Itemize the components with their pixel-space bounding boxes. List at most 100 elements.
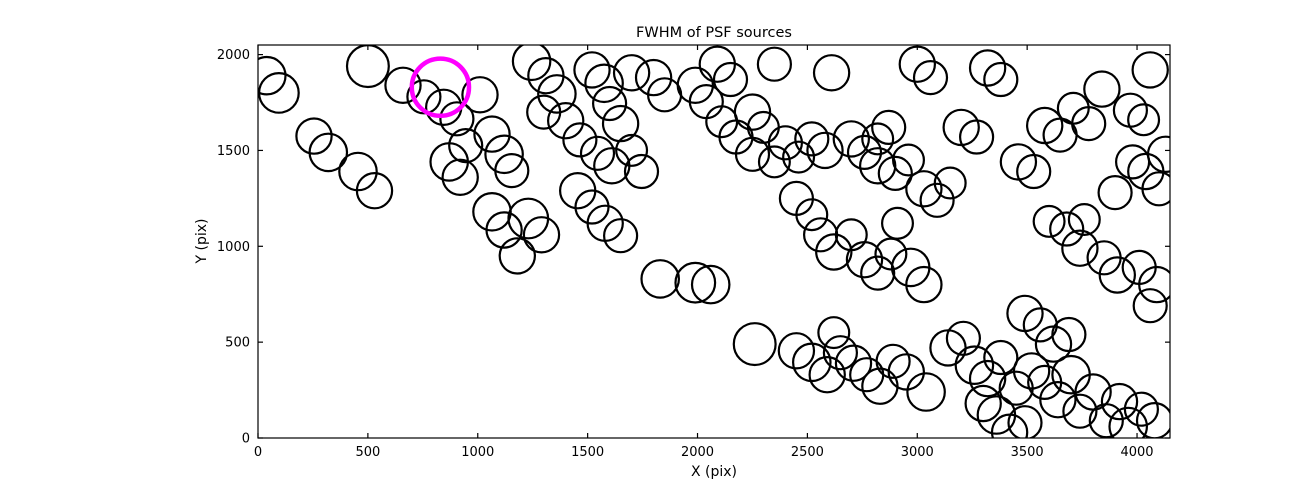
psf-source-circle — [562, 122, 598, 158]
psf-source-circle — [1132, 288, 1168, 324]
psf-source-circle — [1135, 402, 1170, 438]
x-tick-label: 4000 — [1120, 445, 1153, 460]
psf-source-circle — [968, 359, 1007, 398]
y-tick-label: 1500 — [217, 144, 250, 159]
psf-source-circle — [1051, 316, 1087, 353]
psf-source-circle — [1146, 135, 1170, 173]
psf-source-circle — [485, 211, 523, 249]
chart-title: FWHM of PSF sources — [636, 25, 792, 41]
psf-source-circle — [860, 255, 896, 291]
psf-source-circle — [871, 109, 907, 146]
psf-source-circle — [968, 49, 1007, 87]
psf-source-circle — [732, 322, 777, 367]
psf-source-circle — [640, 259, 681, 299]
x-tick-label: 1500 — [571, 445, 604, 460]
ticks-layer: 0 500 1000 1500 2000 2500 3000 3500 4000 0 500 1000… — [217, 45, 1170, 460]
y-tick-label: 1000 — [217, 240, 250, 255]
x-tick-label: 2000 — [681, 445, 714, 460]
psf-source-circle — [1007, 405, 1043, 438]
psf-source-circle — [461, 76, 499, 114]
psf-source-circle — [507, 197, 550, 240]
psf-source-circle — [834, 344, 873, 382]
psf-source-circle — [906, 372, 946, 412]
psf-source-circle — [808, 356, 846, 394]
psf-circles-layer — [258, 45, 1170, 438]
psf-source-circle — [782, 140, 816, 174]
psf-source-circle — [945, 320, 982, 356]
psf-source-circle — [547, 101, 585, 140]
psf-source-circle — [815, 233, 853, 271]
psf-source-circle — [698, 45, 737, 83]
psf-source-circle — [602, 218, 639, 254]
x-axis-label: X (pix) — [691, 464, 737, 480]
psf-source-circle — [832, 120, 871, 158]
psf-source-circle — [593, 147, 631, 185]
selected-psf-source-circle — [409, 56, 472, 119]
psf-source-circle — [526, 94, 562, 130]
psf-source-circle — [439, 101, 475, 137]
psf-source-circle — [880, 206, 914, 240]
psf-source-circle — [690, 264, 731, 305]
x-tick-label: 3500 — [1011, 445, 1044, 460]
psf-source-circle — [861, 122, 895, 156]
psf-source-circle — [794, 121, 830, 157]
psf-source-circle — [1138, 265, 1170, 304]
psf-source-circle — [258, 55, 287, 96]
psf-source-circle — [1032, 204, 1066, 238]
psf-source-circle — [384, 66, 422, 105]
psf-source-circle — [846, 134, 883, 170]
psf-source-circle — [905, 265, 943, 304]
psf-source-circle — [258, 72, 300, 114]
psf-source-circle — [1097, 175, 1133, 211]
psf-source-circle — [579, 135, 616, 171]
psf-source-circle — [1071, 105, 1107, 142]
psf-source-circle — [1141, 171, 1170, 207]
psf-source-circle — [1131, 51, 1169, 89]
psf-source-circle — [511, 45, 552, 82]
psf-source-circle — [712, 61, 749, 98]
psf-source-circle — [877, 155, 913, 191]
psf-source-circle — [777, 332, 816, 370]
psf-source-circle — [308, 132, 349, 173]
psf-source-circle — [1098, 256, 1137, 294]
psf-source-circle — [498, 237, 536, 275]
psf-source-circle — [812, 54, 851, 92]
psf-source-circle — [912, 59, 949, 96]
y-tick-label: 500 — [225, 336, 250, 351]
psf-source-circle — [1039, 381, 1077, 419]
psf-source-circle — [591, 85, 628, 122]
psf-source-circle — [522, 216, 561, 254]
psf-source-circle — [795, 198, 829, 232]
psf-source-circle — [933, 166, 967, 200]
psf-source-circle — [905, 170, 943, 208]
psf-source-circle — [634, 58, 673, 97]
y-axis-label: Y (pix) — [194, 219, 210, 265]
psf-source-circle — [623, 153, 660, 190]
x-tick-label: 1000 — [461, 445, 494, 460]
y-tick-label: 0 — [242, 432, 250, 447]
psf-source-circle — [1100, 382, 1139, 421]
psf-source-circle — [875, 343, 911, 379]
psf-source-circle — [1061, 229, 1099, 267]
psf-source-circle — [983, 339, 1019, 376]
psf-source-circle — [817, 316, 851, 350]
psf-source-circle — [1067, 203, 1101, 237]
psf-source-circle — [1016, 153, 1052, 190]
psf-source-circle — [834, 218, 868, 252]
psf-source-circle — [295, 117, 333, 155]
psf-source-circle — [733, 93, 772, 131]
x-tick-label: 500 — [355, 445, 380, 460]
psf-source-circle — [441, 158, 479, 196]
psf-source-circle — [1114, 144, 1151, 180]
psf-source-circle — [806, 131, 844, 170]
psf-source-circle — [1127, 103, 1161, 137]
psf-source-circle — [874, 237, 908, 271]
psf-source-circle — [887, 353, 926, 391]
x-tick-label: 3000 — [901, 445, 934, 460]
psf-source-circle — [406, 79, 442, 115]
axes-box — [257, 44, 1171, 439]
psf-source-circle — [983, 61, 1019, 98]
psf-source-circle — [674, 261, 717, 304]
psf-source-circle — [845, 241, 884, 279]
x-tick-label: 0 — [254, 445, 262, 460]
